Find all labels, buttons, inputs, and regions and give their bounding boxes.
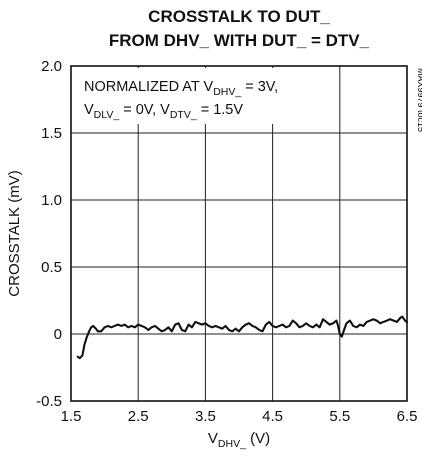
chart-title-line: FROM DHV_ WITH DUT_ = DTV_ xyxy=(109,31,370,50)
x-tick-label: 2.5 xyxy=(128,408,149,425)
y-tick-label: 1.5 xyxy=(41,125,62,142)
x-tick-label: 1.5 xyxy=(61,408,82,425)
x-tick-label: 3.5 xyxy=(195,408,216,425)
y-tick-labels: -0.5 0 0.5 1.0 1.5 2.0 xyxy=(36,58,62,410)
x-tick-label: 6.5 xyxy=(397,408,418,425)
chart-title: CROSSTALK TO DUT_ FROM DHV_ WITH DUT_ = D… xyxy=(109,7,370,50)
y-tick-label: 2.0 xyxy=(41,58,62,75)
y-tick-label: 0.5 xyxy=(41,259,62,276)
x-tick-label: 5.5 xyxy=(329,408,350,425)
y-tick-label: 1.0 xyxy=(41,192,62,209)
x-axis-label: VDHV_ (V) xyxy=(208,430,270,450)
x-tick-label: 4.5 xyxy=(262,408,283,425)
series-line-0 xyxy=(76,315,409,360)
y-tick-label: -0.5 xyxy=(36,393,62,410)
annotation-background xyxy=(73,68,281,124)
annotation-line-1: NORMALIZED AT VDHV_ = 3V, xyxy=(84,79,278,98)
y-tick-label: 0 xyxy=(54,326,62,343)
chart-title-line: CROSSTALK TO DUT_ xyxy=(148,7,330,26)
side-label: MAX9979 toc15 xyxy=(416,68,422,132)
x-tick-labels: 1.5 2.5 3.5 4.5 5.5 6.5 xyxy=(61,408,418,425)
series-group xyxy=(76,315,409,360)
plot-frame xyxy=(70,65,408,402)
x-axis-label-text: VDHV_ (V) xyxy=(208,430,270,450)
annotation-line-2: VDLV_ = 0V, VDTV_ = 1.5V xyxy=(84,102,243,121)
y-axis-label: CROSSTALK (mV) xyxy=(6,170,23,296)
normalization-note: NORMALIZED AT VDHV_ = 3V, VDLV_ = 0V, VDT… xyxy=(73,68,281,124)
y-axis-label-text: CROSSTALK (mV) xyxy=(6,170,23,296)
figure-id-label: MAX9979 toc15 xyxy=(416,68,422,132)
